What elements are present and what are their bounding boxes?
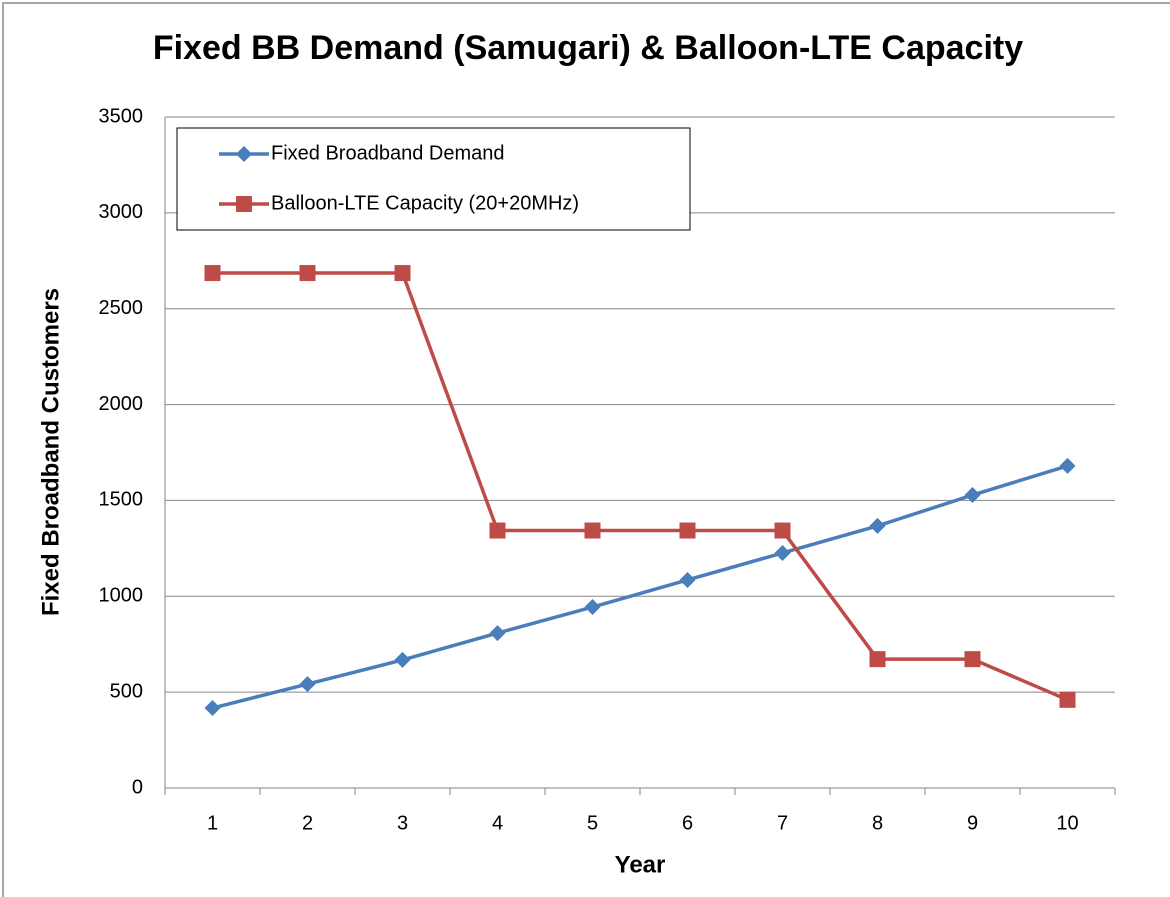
chart-title: Fixed BB Demand (Samugari) & Balloon-LTE… bbox=[153, 29, 1023, 67]
legend-marker bbox=[236, 196, 252, 212]
legend-label: Fixed Broadband Demand bbox=[271, 142, 504, 164]
point-marker bbox=[774, 522, 791, 539]
y-tick-label: 0 bbox=[132, 776, 143, 798]
point-marker bbox=[869, 651, 886, 668]
point-marker bbox=[204, 700, 221, 717]
series-line bbox=[212, 464, 1069, 710]
legend-box bbox=[176, 127, 691, 231]
series-line bbox=[212, 271, 1069, 702]
y-tick-label: 1500 bbox=[99, 489, 144, 511]
y-tick-label: 2000 bbox=[99, 393, 144, 415]
point-marker bbox=[584, 599, 601, 616]
point-marker bbox=[299, 676, 316, 693]
x-axis-label: Year bbox=[615, 851, 666, 878]
point-marker bbox=[964, 651, 981, 668]
y-tick-label: 3500 bbox=[99, 105, 144, 127]
y-tick-label: 1000 bbox=[99, 585, 144, 607]
x-tick-label: 2 bbox=[302, 812, 313, 834]
point-marker bbox=[679, 571, 696, 588]
x-tick-label: 5 bbox=[587, 812, 598, 834]
y-axis-label: Fixed Broadband Customers bbox=[37, 288, 64, 616]
y-tick-label: 3000 bbox=[99, 201, 144, 223]
legend-marker bbox=[236, 146, 252, 162]
point-marker bbox=[1059, 691, 1076, 708]
point-marker bbox=[774, 544, 791, 561]
point-marker bbox=[394, 265, 411, 282]
x-tick-label: 8 bbox=[872, 812, 883, 834]
x-tick-label: 3 bbox=[397, 812, 408, 834]
point-marker bbox=[679, 522, 696, 539]
x-tick-label: 10 bbox=[1056, 812, 1078, 834]
point-marker bbox=[394, 651, 411, 668]
x-tick-label: 9 bbox=[967, 812, 978, 834]
x-tick-label: 1 bbox=[207, 812, 218, 834]
y-tick-label: 500 bbox=[110, 680, 143, 702]
point-marker bbox=[299, 265, 316, 282]
point-marker bbox=[1059, 457, 1076, 474]
point-marker bbox=[964, 487, 981, 504]
legend-label: Balloon-LTE Capacity (20+20MHz) bbox=[271, 192, 579, 214]
point-marker bbox=[584, 522, 601, 539]
point-marker bbox=[204, 265, 221, 282]
x-tick-label: 4 bbox=[492, 812, 503, 834]
point-marker bbox=[489, 625, 506, 642]
point-marker bbox=[489, 522, 506, 539]
y-tick-label: 2500 bbox=[99, 297, 144, 319]
point-marker bbox=[869, 517, 886, 534]
x-tick-label: 6 bbox=[682, 812, 693, 834]
x-tick-label: 7 bbox=[777, 812, 788, 834]
